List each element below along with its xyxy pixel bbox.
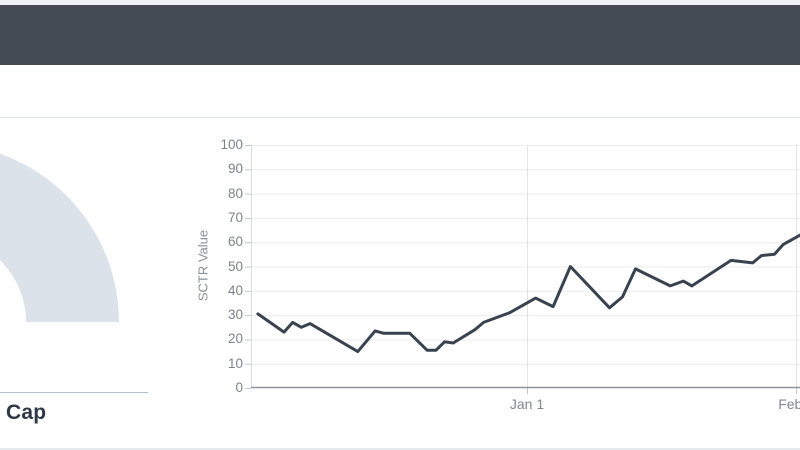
y-tick-label: 0 [235,380,243,395]
x-tick-label: Feb 1 [778,396,800,412]
y-tick-label: 60 [227,234,243,250]
gauge-arc [0,153,119,322]
sctr-series-line [256,233,800,354]
y-tick-label: 80 [227,185,243,201]
y-tick-label: 70 [227,209,243,225]
y-tick-label: 90 [227,161,243,177]
y-tick-label: 40 [227,282,243,298]
gauge-label: Cap [6,401,47,424]
gauge-divider [0,392,148,393]
y-tick-label: 100 [220,137,243,152]
y-tick-label: 50 [227,258,243,274]
gauge-chart [0,153,119,322]
content-divider [0,117,800,118]
header-bar [0,5,800,65]
y-tick-label: 20 [227,331,243,347]
y-tick-label: 10 [227,355,243,371]
top-strip [0,0,800,5]
x-tick-label: Jan 1 [509,396,545,412]
y-tick-label: 30 [227,307,243,323]
sctr-line-chart [245,145,800,394]
bottom-strip [0,448,800,450]
